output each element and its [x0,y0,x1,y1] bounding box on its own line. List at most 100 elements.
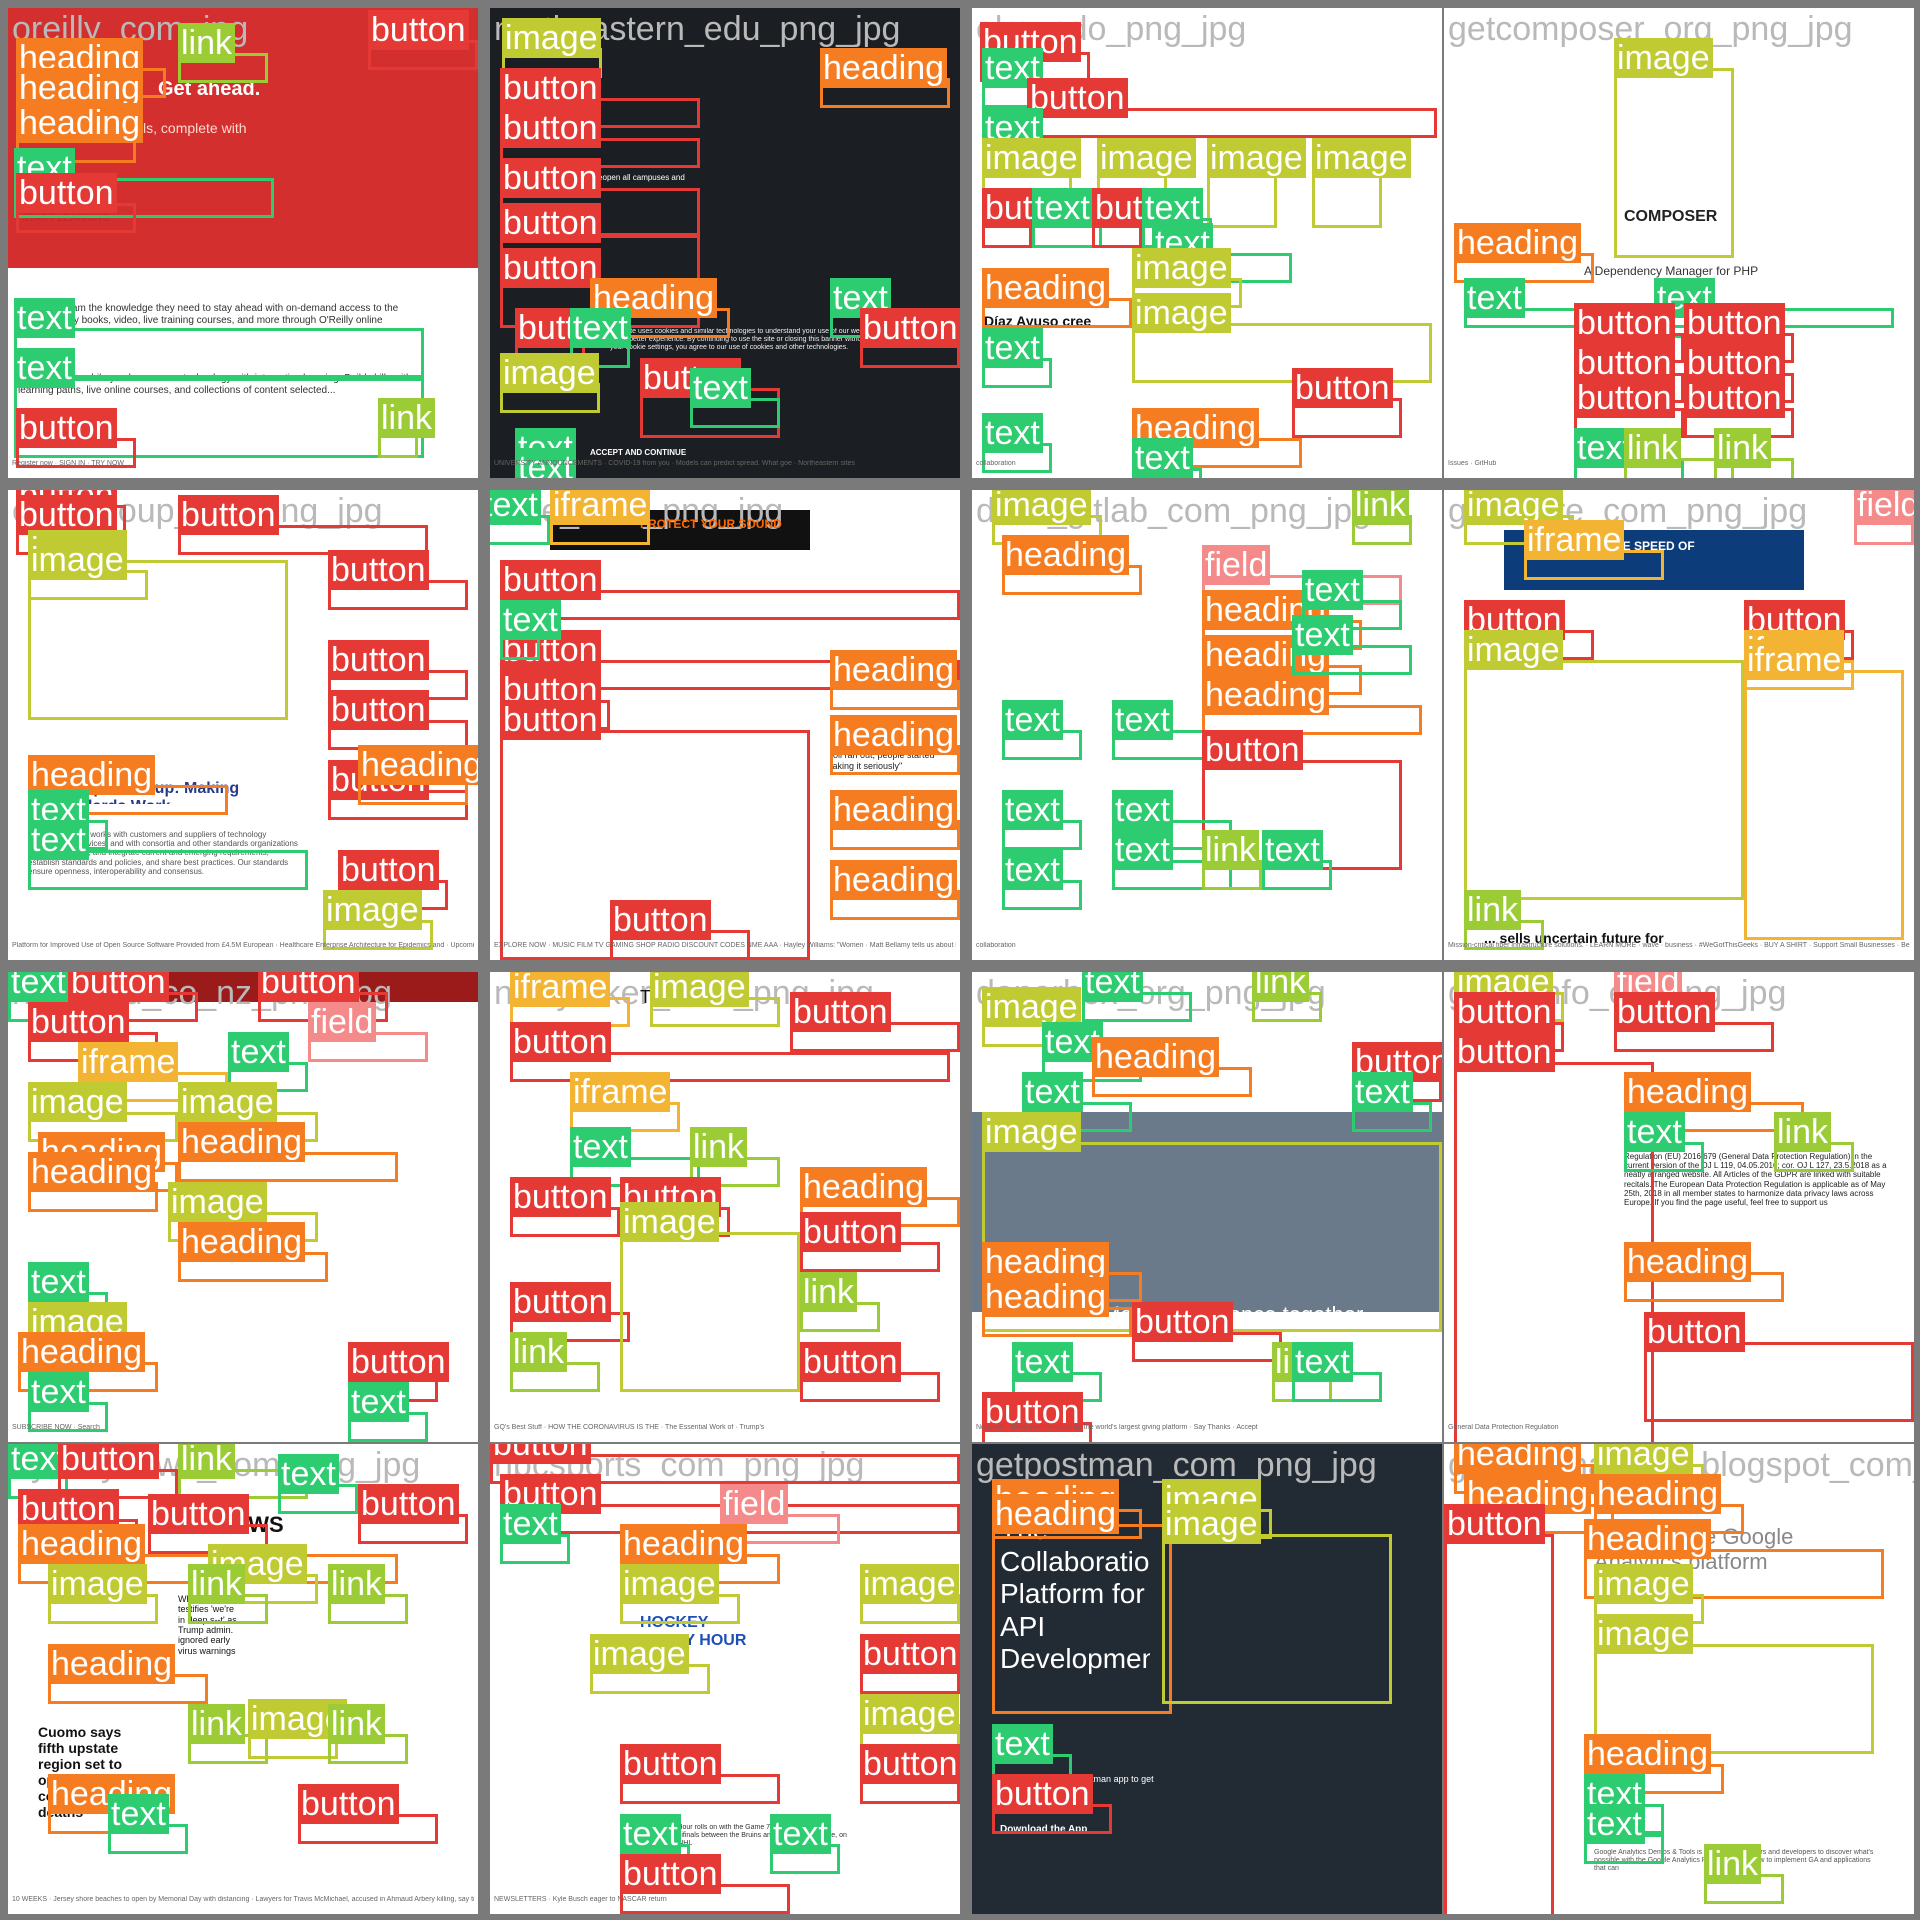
screenshot-text-hero_title: Get ahead. [158,78,261,100]
annotation-label-button: button [992,1774,1093,1814]
annotation-label-image: image [178,1082,277,1122]
annotation-label-button: button [790,992,891,1032]
annotation-label-image: image [650,972,749,1007]
tile-postman: getpostman_com_png_jpgThe Collaboration … [972,1444,1442,1914]
annotation-label-image: image [502,18,601,58]
tile-northeastern: northeastern_edu_png_jpgNortheastern int… [490,8,960,478]
annotation-label-image: image [1594,1564,1693,1604]
annotation-label-button: button [620,1854,721,1894]
annotation-label-image: image [620,1564,719,1604]
annotation-label-button: button [368,10,469,50]
screenshot-text-banner: PROTECT YOUR SOUND [640,518,782,531]
annotation-label-text: text [1112,830,1173,870]
annotation-box-button [1444,1534,1554,1914]
annotation-label-heading: heading [982,268,1110,308]
annotation-label-button: button [500,248,601,288]
annotation-label-heading: heading [1454,223,1582,263]
annotation-label-text: text [28,1372,89,1412]
annotation-label-text: text [1352,1072,1413,1112]
annotation-box-image [1614,68,1734,258]
annotation-label-button: button [16,173,117,213]
annotation-label-text: text [982,328,1043,368]
annotation-label-text: text [570,308,631,348]
annotation-label-text: text [770,1814,831,1854]
annotation-label-field: field [308,1002,377,1042]
annotation-label-button: button [500,108,601,148]
annotation-label-link: link [1704,1844,1762,1884]
annotation-label-text: text [1002,700,1063,740]
annotation-box-button [510,1052,950,1082]
annotation-label-iframe: iframe [1744,640,1845,680]
annotation-label-image: image [1132,293,1231,333]
annotation-label-link: link [178,1444,236,1479]
annotation-label-link: link [328,1564,386,1604]
annotation-label-text: text [1302,570,1363,610]
annotation-label-button: button [348,1342,449,1382]
annotation-label-button: button [1574,343,1675,383]
annotation-label-text: text [1262,830,1323,870]
annotation-label-text: text [1002,850,1063,890]
annotation-box-image [28,560,288,720]
annotation-label-heading: heading [178,1222,306,1262]
annotation-label-button: button [490,1444,591,1464]
annotation-label-link: link [690,1127,748,1167]
screenshot-misc-text: Nonprofit · Grow your nonprofit on the w… [976,1424,1258,1431]
annotation-label-link: link [1252,972,1310,1002]
annotation-label-button: button [1614,992,1715,1032]
annotation-label-image: image [323,890,422,930]
annotation-label-button: button [610,900,711,940]
annotation-label-heading: heading [800,1167,928,1207]
annotation-label-button: button [620,1744,721,1784]
annotation-label-text: text [1082,972,1143,1002]
annotation-label-text: text [982,413,1043,453]
annotation-label-image: image [1594,1614,1693,1654]
annotation-label-image: image [500,353,599,393]
annotation-label-button: button [328,690,429,730]
annotation-label-text: text [1584,1804,1645,1844]
annotation-label-button: button [1454,1032,1555,1072]
tile-gitlab-docs: docs_gitlab_com_png_jpgLaunchimageheadin… [972,490,1442,960]
annotation-label-link: link [510,1332,568,1372]
annotation-label-button: button [68,972,169,1002]
annotation-label-iframe: iframe [510,972,611,1007]
annotation-label-text: text [228,1032,289,1072]
annotation-box-image [1162,1534,1392,1704]
annotation-label-button: button [860,1744,960,1784]
annotation-label-button: button [1202,730,1303,770]
annotation-label-image: image [992,490,1091,525]
annotation-label-heading: heading [18,1332,146,1372]
screenshot-text-accept: ACCEPT AND CONTINUE [590,448,687,457]
annotation-label-heading: heading [16,68,144,108]
annotation-label-heading: heading [16,103,144,143]
annotation-label-text: text [278,1454,339,1494]
annotation-label-button: button [298,1784,399,1824]
screenshot-text-body: Regulation (EU) 2016/679 (General Data P… [1624,1152,1887,1207]
annotation-label-iframe: iframe [78,1042,179,1082]
screenshot-misc-text: Issues · GitHub [1448,460,1497,467]
annotation-label-image: image [1207,138,1306,178]
annotation-label-button: button [500,700,601,740]
annotation-label-button: button [1574,378,1675,418]
screenshot-text-logo_text: COMPOSER [1624,208,1718,225]
tile-composer: getcomposer_org_png_jpg COMPOSER A Depende… [1444,8,1914,478]
annotation-label-text: text [1012,1342,1073,1382]
screenshot-misc-text: GQ's Best Stuff · HOW THE CORONAVIRUS IS… [494,1424,765,1431]
annotation-label-button: button [148,1494,249,1534]
screenshot-text-caption: ... sells uncertain future for [1484,930,1664,946]
annotation-label-image: image [1594,1444,1693,1474]
annotation-label-heading: heading [48,1644,176,1684]
annotation-label-image: image [168,1182,267,1222]
annotation-label-link: link [1202,830,1260,870]
annotation-box-text [14,178,274,218]
annotation-label-image: image [1464,490,1563,525]
annotation-label-text: text [1112,700,1173,740]
annotation-label-image: image [982,987,1081,1027]
annotation-label-link: link [328,1704,386,1744]
annotation-label-iframe: iframe [570,1072,671,1112]
annotation-label-heading: heading [358,745,478,785]
annotation-label-heading: heading [1594,1474,1722,1514]
tile-googleanalytics: googleanalytics_blogspot_com_png_jpgDisc… [1444,1444,1914,1914]
annotation-label-text: text [1112,790,1173,830]
